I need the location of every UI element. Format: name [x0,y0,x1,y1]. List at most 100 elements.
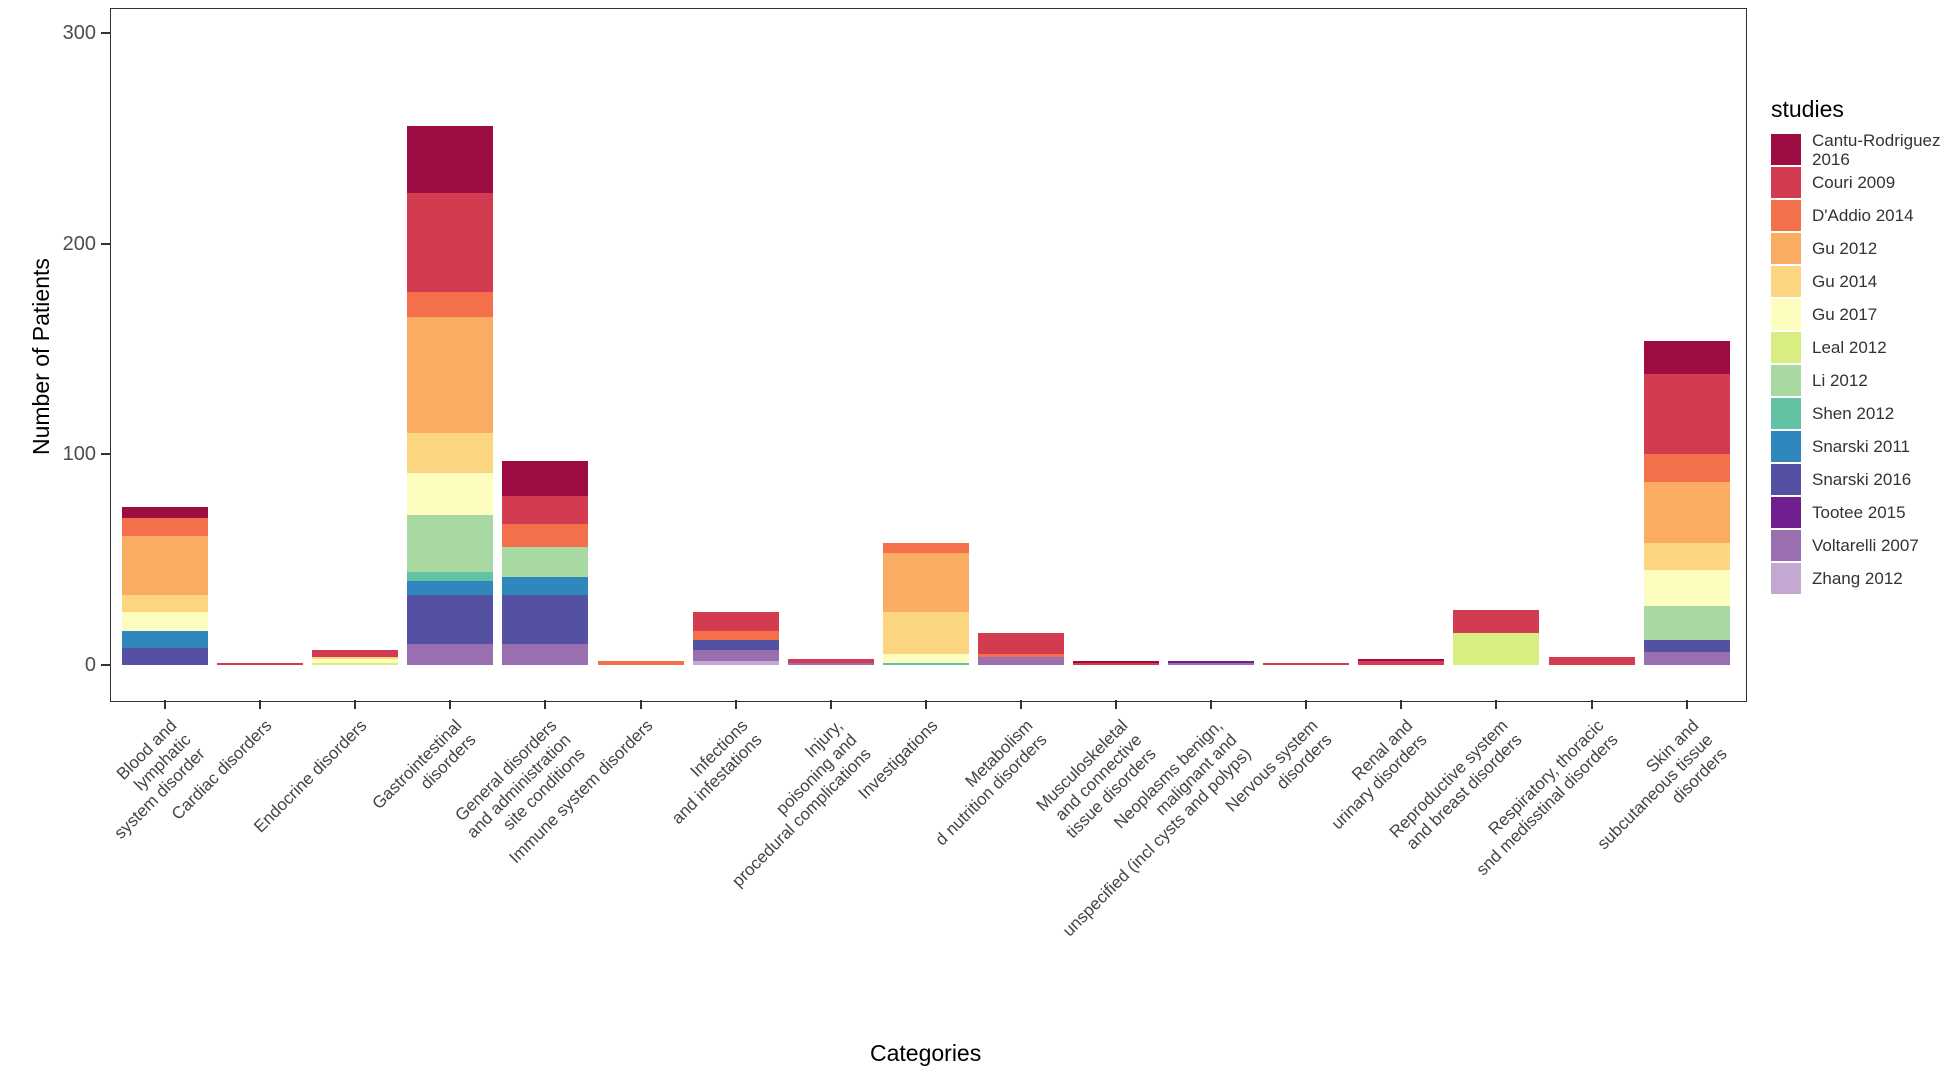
bar-segment [692,612,779,632]
bar-segment [502,595,589,644]
legend-items: Cantu-Rodriguez 2016 Couri 2009 D'Addio 20… [1771,131,1943,595]
bar-segment [1073,660,1159,663]
bar-segment [692,650,779,661]
x-tick-mark [829,700,832,709]
legend-swatch [1771,332,1801,363]
x-tick-mark [1115,700,1117,709]
legend-swatch [1771,365,1801,396]
x-tick-mark [734,700,737,709]
legend-label: Tootee 2015 [1812,503,1906,522]
x-tick-mark [924,700,927,709]
bar-segment [502,496,589,524]
x-tick-mark [164,700,166,709]
legend-swatch [1771,464,1801,495]
legend-label: Snarski 2011 [1812,437,1910,456]
bar-segment [787,662,874,665]
bar-segment [1643,340,1730,375]
bar-segment [407,580,494,596]
bar-segment [882,662,969,665]
legend-label: Couri 2009 [1812,173,1896,192]
bar-segment [122,595,208,613]
legend-swatch [1771,530,1801,561]
legend-label: Gu 2017 [1812,305,1878,324]
x-tick-mark [544,700,547,709]
x-tick-mark [1019,700,1022,709]
bar-segment [1643,652,1730,665]
bar-segment [1643,374,1730,455]
x-tick-mark [1590,700,1593,709]
x-tick-mark [1210,700,1213,709]
bar-segment [122,648,208,665]
bar-segment [122,507,208,518]
bar-segment [977,656,1064,665]
legend-label: Shen 2012 [1812,404,1895,423]
legend-swatch [1771,233,1801,264]
bar-segment [1358,658,1445,661]
bar-segment [882,553,969,613]
bar-segment [787,658,874,663]
x-axis-title: Categories [870,1040,982,1066]
bar-segment [1168,662,1255,665]
x-tick-mark [639,700,642,709]
bar-segment [502,547,589,577]
bar-segment [407,292,494,318]
bar-segment [122,631,208,649]
bar-segment [1073,662,1159,665]
x-tick-mark [449,700,452,709]
legend-swatch [1771,134,1801,165]
bar-segment [692,639,779,651]
bar-segment [1453,610,1540,634]
y-tick-label: 300 [62,22,96,44]
bar-segment [407,193,494,293]
x-tick-mark [1305,700,1308,709]
bar-segment [122,536,208,596]
legend-item: D'Addio 2014 [1771,199,1943,232]
y-tick-label: 100 [62,443,96,466]
legend-swatch [1771,563,1801,594]
legend-swatch [1771,200,1801,231]
legend-label: Snarski 2016 [1812,470,1912,489]
bar-segment [407,643,494,665]
x-tick-mark [1495,700,1498,709]
y-axis-title: Number of Patients [28,258,54,455]
legend-title: studies [1771,96,1844,122]
legend-label: Voltarelli 2007 [1812,536,1919,555]
bar-segment [217,662,304,665]
bar-segment [407,572,494,581]
bar-segment [597,660,684,665]
legend-item: Gu 2014 [1771,265,1943,298]
bar-segment [407,125,494,194]
bar-segment [1168,660,1255,663]
bar-segment [1453,633,1540,665]
bar-segment [1643,570,1730,606]
bar-segment [407,595,494,644]
legend-item: Tootee 2015 [1771,496,1943,529]
legend-item: Gu 2017 [1771,298,1943,331]
legend-swatch [1771,299,1801,330]
legend-item: Gu 2012 [1771,232,1943,265]
legend-item: Shen 2012 [1771,397,1943,430]
bar-segment [122,517,208,537]
x-tick-mark [354,700,357,709]
bar-segment [502,523,589,548]
legend-swatch [1771,266,1801,297]
bar-segment [407,515,494,573]
bar-segment [502,460,589,497]
legend-item: Voltarelli 2007 [1771,529,1943,562]
legend-item: Snarski 2016 [1771,463,1943,496]
legend-label: Leal 2012 [1812,338,1887,357]
legend-item: Snarski 2011 [1771,430,1943,463]
legend-swatch [1771,497,1801,528]
bar-segment [977,654,1064,657]
bar-segment [1358,660,1445,665]
y-tick-mark [101,32,110,34]
bar-segment [407,433,494,474]
bar-segment [882,612,969,655]
bar-segment [692,660,779,665]
x-tick-mark [259,700,262,709]
legend-swatch [1771,167,1801,198]
bar-segment [882,542,969,554]
legend: studies Cantu-Rodriguez 2016 Couri 2009 D'… [1771,96,1943,595]
y-tick-mark [101,664,110,666]
